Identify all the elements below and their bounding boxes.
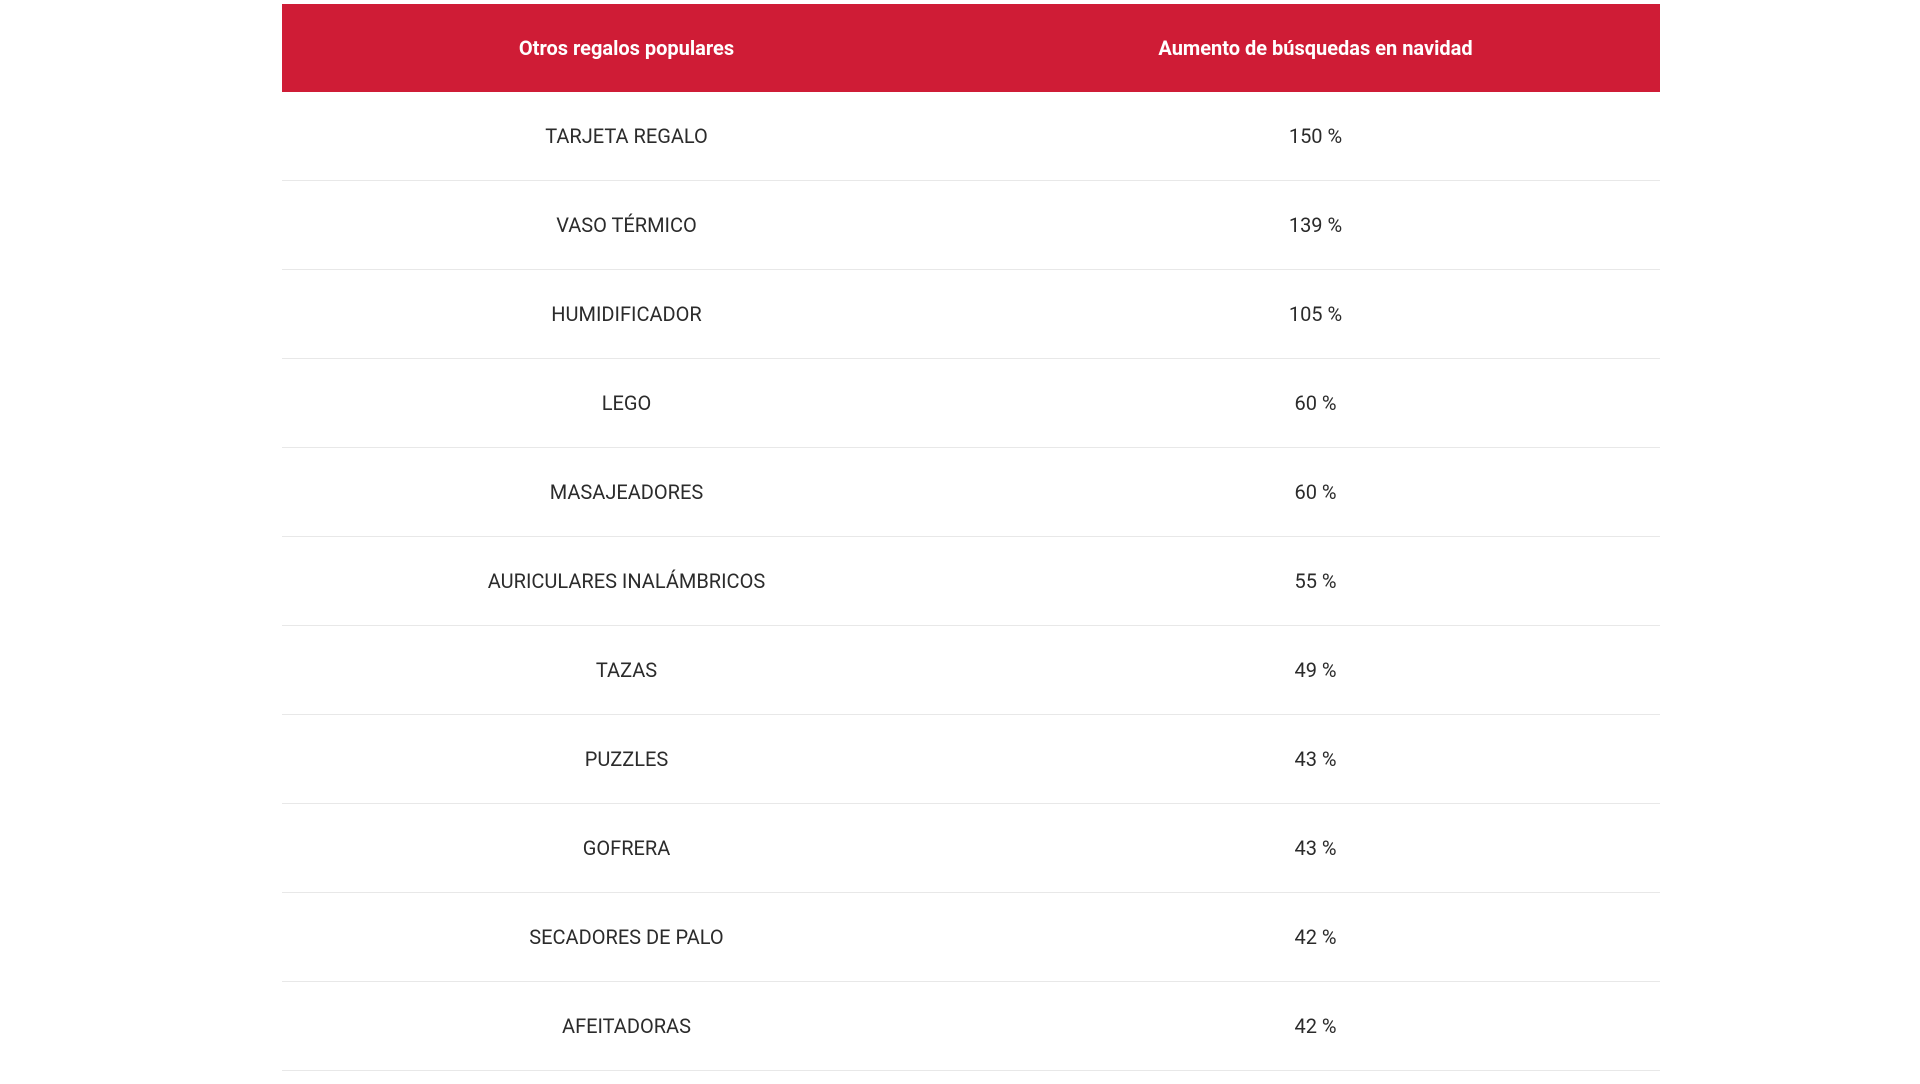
cell-gift-name: VASO TÉRMICO <box>282 181 971 270</box>
table-header-row: Otros regalos populares Aumento de búsqu… <box>282 4 1660 92</box>
table-row: TARJETA REGALO 150 % <box>282 92 1660 181</box>
cell-gift-name: LEGO <box>282 359 971 448</box>
cell-gift-value: 150 % <box>971 92 1660 181</box>
cell-gift-value: 49 % <box>971 626 1660 715</box>
cell-gift-value: 139 % <box>971 181 1660 270</box>
cell-gift-name: PUZZLES <box>282 715 971 804</box>
table-container: Otros regalos populares Aumento de búsqu… <box>282 4 1660 1071</box>
cell-gift-value: 60 % <box>971 359 1660 448</box>
cell-gift-name: AFEITADORAS <box>282 982 971 1071</box>
table-row: VASO TÉRMICO 139 % <box>282 181 1660 270</box>
table-row: HUMIDIFICADOR 105 % <box>282 270 1660 359</box>
popular-gifts-table: Otros regalos populares Aumento de búsqu… <box>282 4 1660 1071</box>
cell-gift-value: 60 % <box>971 448 1660 537</box>
table-row: SECADORES DE PALO 42 % <box>282 893 1660 982</box>
cell-gift-name: MASAJEADORES <box>282 448 971 537</box>
column-header-gifts: Otros regalos populares <box>282 4 971 92</box>
cell-gift-name: SECADORES DE PALO <box>282 893 971 982</box>
cell-gift-name: AURICULARES INALÁMBRICOS <box>282 537 971 626</box>
table-row: MASAJEADORES 60 % <box>282 448 1660 537</box>
table-row: TAZAS 49 % <box>282 626 1660 715</box>
cell-gift-value: 43 % <box>971 715 1660 804</box>
cell-gift-value: 42 % <box>971 893 1660 982</box>
cell-gift-value: 55 % <box>971 537 1660 626</box>
table-row: GOFRERA 43 % <box>282 804 1660 893</box>
table-row: LEGO 60 % <box>282 359 1660 448</box>
table-row: AURICULARES INALÁMBRICOS 55 % <box>282 537 1660 626</box>
cell-gift-value: 43 % <box>971 804 1660 893</box>
column-header-increase: Aumento de búsquedas en navidad <box>971 4 1660 92</box>
cell-gift-name: GOFRERA <box>282 804 971 893</box>
table-row: AFEITADORAS 42 % <box>282 982 1660 1071</box>
table-row: PUZZLES 43 % <box>282 715 1660 804</box>
cell-gift-value: 42 % <box>971 982 1660 1071</box>
cell-gift-name: TAZAS <box>282 626 971 715</box>
cell-gift-name: HUMIDIFICADOR <box>282 270 971 359</box>
cell-gift-name: TARJETA REGALO <box>282 92 971 181</box>
cell-gift-value: 105 % <box>971 270 1660 359</box>
